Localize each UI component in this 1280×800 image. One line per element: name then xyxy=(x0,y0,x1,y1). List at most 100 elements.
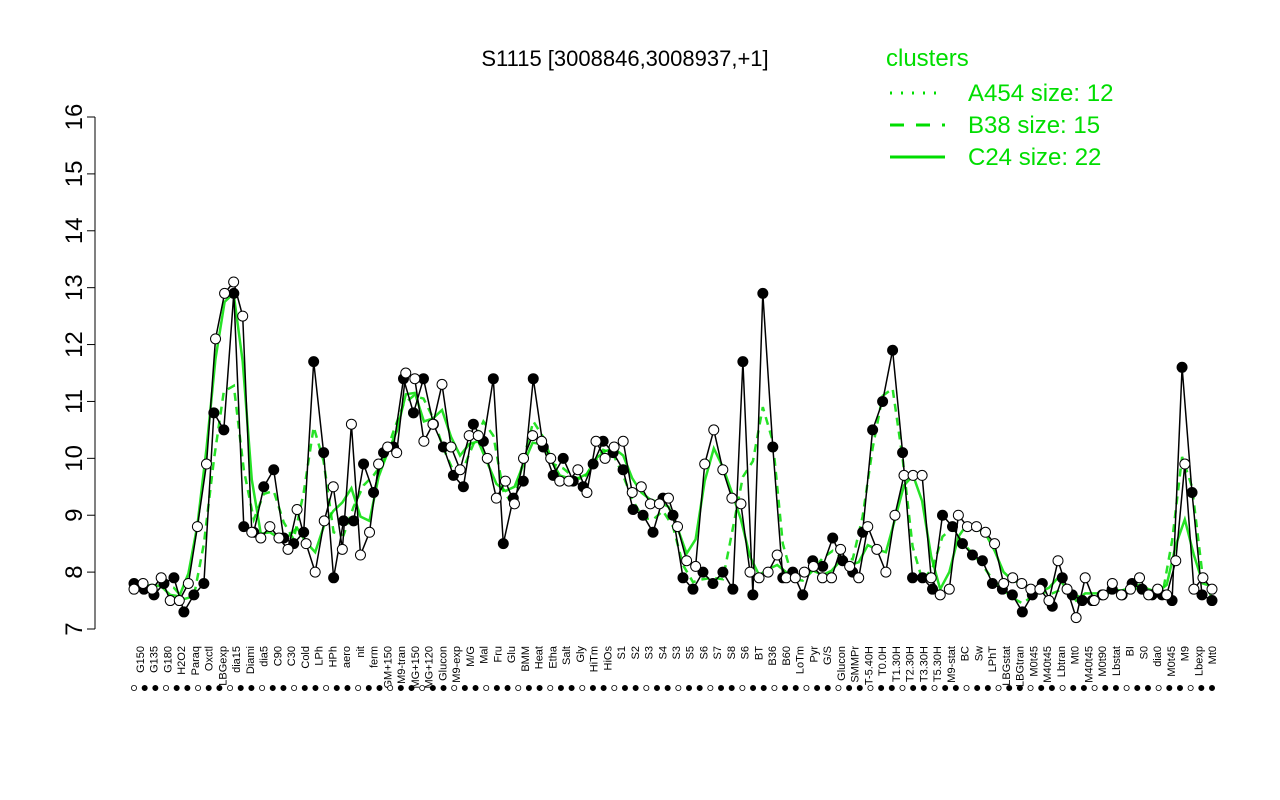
x-tick-label: Glucon xyxy=(836,646,848,681)
x-marker xyxy=(675,685,682,692)
x-tick-label: Mt0 xyxy=(1070,646,1082,664)
x-marker xyxy=(632,685,639,692)
x-tick-label: dia0 xyxy=(1152,646,1164,667)
x-tick-label: M9-tran xyxy=(396,646,408,684)
data-point xyxy=(1106,577,1118,589)
data-point xyxy=(128,583,140,595)
x-tick-label: Oxctl xyxy=(204,646,216,671)
data-point xyxy=(737,356,749,368)
y-tick-label: 15 xyxy=(61,161,88,188)
x-marker xyxy=(504,685,511,692)
data-point xyxy=(219,287,231,299)
data-point xyxy=(1056,572,1068,584)
x-marker xyxy=(568,685,575,692)
data-point xyxy=(457,481,469,493)
data-point xyxy=(268,464,280,476)
data-point xyxy=(472,430,484,442)
x-marker xyxy=(536,685,543,692)
x-tick-label: Salt xyxy=(561,646,573,665)
data-point xyxy=(798,566,810,578)
data-point xyxy=(952,509,964,521)
data-point xyxy=(427,418,439,430)
x-marker xyxy=(1112,685,1119,692)
data-point xyxy=(1206,595,1218,607)
data-point xyxy=(744,566,756,578)
x-tick-label: HPh xyxy=(327,646,339,667)
data-point xyxy=(627,504,639,516)
data-point xyxy=(454,464,466,476)
data-point xyxy=(599,452,611,464)
x-tick-label: Diami xyxy=(245,646,257,674)
data-point xyxy=(557,452,569,464)
chart-title: S1115 [3008846,3008937,+1] xyxy=(481,46,768,71)
data-point xyxy=(364,526,376,538)
x-marker xyxy=(974,685,981,692)
data-point xyxy=(554,475,566,487)
x-marker xyxy=(910,685,917,692)
x-marker xyxy=(589,685,596,692)
x-marker xyxy=(525,685,532,692)
x-tick-label: T3.30H xyxy=(918,646,930,682)
x-marker xyxy=(696,685,703,692)
data-point xyxy=(677,572,689,584)
x-tick-label: M/G xyxy=(465,646,477,667)
data-point xyxy=(1188,583,1200,595)
data-point xyxy=(735,498,747,510)
x-marker xyxy=(1059,685,1066,692)
x-tick-label: Mt0 xyxy=(1207,646,1219,664)
x-tick-label: S6 xyxy=(740,646,752,659)
data-point xyxy=(966,549,978,561)
data-point xyxy=(672,521,684,533)
data-point xyxy=(264,521,276,533)
data-point xyxy=(690,560,702,572)
cluster-line-0 xyxy=(133,383,1214,605)
data-point xyxy=(1016,606,1028,618)
x-tick-label: T2.30H xyxy=(905,646,917,682)
data-point xyxy=(1115,589,1127,601)
legend-title: clusters xyxy=(886,45,969,72)
data-point xyxy=(699,458,711,470)
data-point xyxy=(980,526,992,538)
data-point xyxy=(747,589,759,601)
x-marker xyxy=(728,685,735,692)
data-point xyxy=(590,435,602,447)
data-point xyxy=(182,577,194,589)
data-point xyxy=(210,333,222,345)
y-tick-label: 10 xyxy=(61,445,88,472)
x-marker xyxy=(130,685,137,692)
data-point xyxy=(1206,583,1218,595)
data-point xyxy=(887,344,899,356)
x-marker xyxy=(141,685,148,692)
data-point xyxy=(536,435,548,447)
x-tick-label: Glucon xyxy=(437,646,449,681)
x-marker xyxy=(227,685,234,692)
data-point xyxy=(880,566,892,578)
x-marker xyxy=(451,685,458,692)
x-tick-label: M0t90 xyxy=(1097,646,1109,677)
x-tick-label: T1.30H xyxy=(891,646,903,682)
data-point xyxy=(499,475,511,487)
x-tick-label: GM+150 xyxy=(382,646,394,689)
x-tick-label: BMM xyxy=(520,646,532,672)
x-marker xyxy=(440,685,447,692)
data-point xyxy=(1079,572,1091,584)
data-point xyxy=(418,435,430,447)
x-tick-label: G135 xyxy=(149,646,161,673)
x-marker xyxy=(1144,685,1151,692)
x-marker xyxy=(323,685,330,692)
data-point xyxy=(481,452,493,464)
data-point xyxy=(961,521,973,533)
x-tick-label: T-5.40H xyxy=(863,646,875,685)
data-point xyxy=(436,378,448,390)
data-point xyxy=(617,435,629,447)
x-marker xyxy=(376,685,383,692)
data-point xyxy=(687,583,699,595)
data-point xyxy=(898,469,910,481)
data-point xyxy=(681,555,693,567)
x-marker xyxy=(408,685,415,692)
y-tick-label: 9 xyxy=(61,509,88,522)
data-point xyxy=(1016,577,1028,589)
x-marker xyxy=(835,685,842,692)
x-marker xyxy=(365,685,372,692)
